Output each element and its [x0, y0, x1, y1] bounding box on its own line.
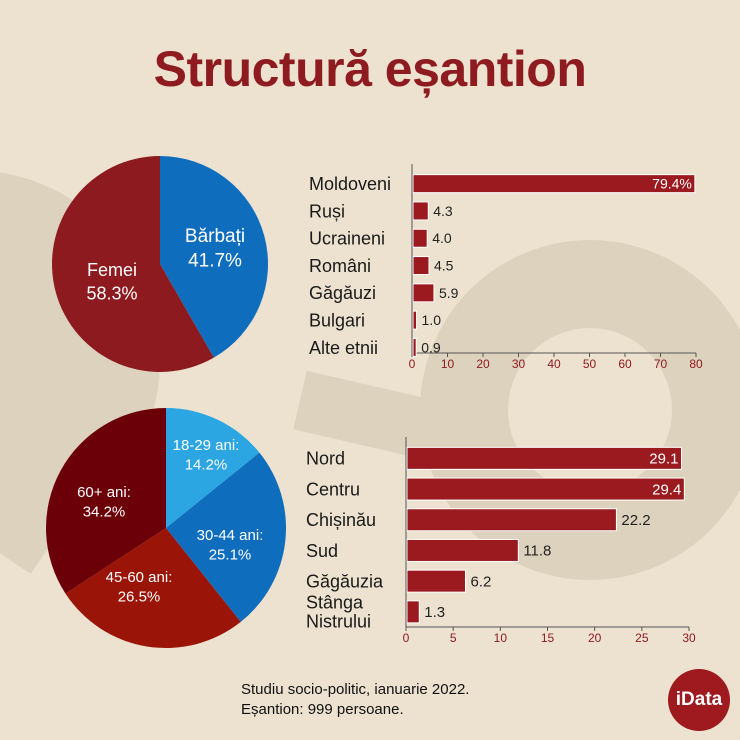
category-label: Ucraineni [309, 229, 385, 249]
pie-label-45-60-ani-name: 45-60 ani: [106, 569, 173, 586]
category-label: Bulgari [309, 310, 365, 330]
bar-ucraineni [412, 228, 428, 248]
bar-bulgari [412, 310, 418, 330]
x-tick-label: 10 [494, 631, 508, 645]
x-tick-label: 0 [403, 631, 410, 645]
bar-gagauzi [412, 283, 435, 303]
bar-rusi [412, 201, 429, 221]
pie-label-60-ani-name: 60+ ani: [77, 484, 131, 501]
page-title: Structură eșantion [153, 41, 587, 97]
bar-value-label: 4.0 [432, 230, 452, 246]
pie-label-femei-value: 58.3% [86, 283, 137, 303]
category-label: Ruși [309, 201, 345, 221]
footnote-line-2: Eșantion: 999 persoane. [241, 701, 404, 718]
pie-label-30-44-ani-value: 25.1% [209, 547, 252, 564]
pie-label-18-29-ani-name: 18-29 ani: [173, 437, 240, 454]
bar-value-label: 4.3 [433, 203, 453, 219]
x-tick-label: 50 [583, 357, 597, 371]
x-tick-label: 80 [689, 357, 703, 371]
bar-value-label: 1.0 [422, 312, 442, 328]
bar-value-label: 29.4 [652, 481, 681, 498]
x-tick-label: 40 [547, 357, 561, 371]
category-label: Alte etnii [309, 338, 378, 358]
bar-value-label: 6.2 [470, 573, 491, 590]
bar-value-label: 0.9 [421, 339, 441, 355]
pie-label-60-ani-value: 34.2% [83, 504, 126, 521]
bar-value-label: 79.4% [652, 176, 692, 192]
x-tick-label: 5 [450, 631, 457, 645]
x-tick-label: 25 [635, 631, 649, 645]
region-bar-chart: 0 5 10 15 20 25 30 29.1 Nord 29.4 Centru 22.2 Chișin… [306, 437, 696, 645]
pie-label-30-44-ani-name: 30-44 ani: [197, 527, 264, 544]
pie-label-18-29-ani-value: 14.2% [185, 457, 228, 474]
category-label: Nistrului [306, 612, 371, 632]
bar-value-label: 1.3 [424, 604, 445, 621]
idata-logo: iData [668, 669, 730, 731]
age-pie-chart: 18-29 ani: 14.2% 30-44 ani: 25.1% 45-60 ani:… [46, 408, 287, 649]
bar-value-label: 5.9 [439, 285, 459, 301]
pie-label-barbati-value: 41.7% [188, 251, 242, 272]
bar-moldoveni [412, 174, 696, 194]
bar-value-label: 4.5 [434, 257, 454, 273]
gender-pie-chart: Bărbați 41.7% Femei 58.3% [52, 156, 269, 372]
bar-centru [406, 477, 685, 501]
x-tick-label: 0 [409, 357, 416, 371]
x-tick-label: 30 [512, 357, 526, 371]
bar-romani [412, 256, 430, 276]
ethnicity-bar-chart: 0 10 20 30 40 50 60 70 80 79.4% Moldoveni 4.3 Ruși 4.… [309, 164, 703, 371]
category-label: Nord [306, 449, 345, 469]
category-label: Centru [306, 479, 360, 499]
bar-value-label: 29.1 [649, 451, 678, 468]
pie-slice-60-ani [46, 408, 166, 594]
category-label: Sud [306, 541, 338, 561]
pie-label-femei-name: Femei [87, 260, 137, 280]
category-label: Găgăuzia [306, 571, 384, 591]
bar-value-label: 22.2 [621, 512, 650, 529]
footnote-line-1: Studiu socio-politic, ianuarie 2022. [241, 681, 470, 698]
footnote: Studiu socio-politic, ianuarie 2022. Eșa… [241, 680, 469, 720]
x-tick-label: 60 [618, 357, 632, 371]
x-tick-label: 20 [476, 357, 490, 371]
pie-slice-femei [52, 156, 214, 372]
x-tick-label: 30 [682, 631, 696, 645]
category-label: Găgăuzi [309, 283, 376, 303]
category-label: Chișinău [306, 510, 376, 530]
bar-nord [406, 446, 683, 470]
category-label: Români [309, 256, 371, 276]
bar-value-label: 11.8 [523, 543, 551, 560]
pie-slice-45-60-ani [65, 528, 241, 649]
bar-stanga-nistrului [406, 600, 420, 624]
bar-chisinau [406, 508, 617, 532]
category-label: Moldoveni [309, 174, 391, 194]
bar-sud [406, 538, 519, 562]
category-label: Stânga [306, 593, 364, 613]
bar-gagauzia [406, 569, 466, 593]
x-tick-label: 10 [441, 357, 455, 371]
pie-label-barbati-name: Bărbați [185, 226, 245, 247]
pie-slice-barbati [160, 156, 269, 358]
pie-slice-30-44-ani [166, 452, 287, 622]
x-tick-label: 70 [654, 357, 668, 371]
x-tick-label: 15 [541, 631, 555, 645]
pie-slice-18-29-ani [166, 408, 260, 528]
pie-label-45-60-ani-value: 26.5% [118, 589, 161, 606]
x-tick-label: 20 [588, 631, 602, 645]
bar-alte-etnii [412, 337, 417, 357]
